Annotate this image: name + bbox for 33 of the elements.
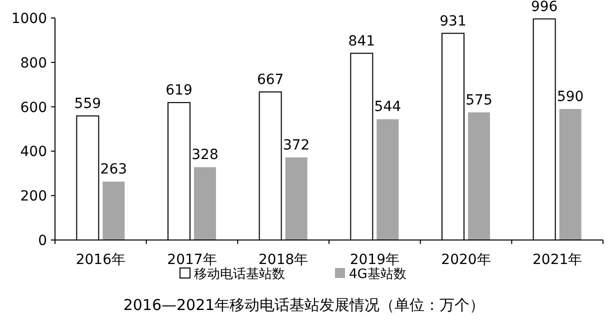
bar xyxy=(102,182,125,240)
data-label: 667 xyxy=(256,72,284,88)
bar xyxy=(468,112,490,240)
bar xyxy=(376,119,399,240)
y-tick-label: 200 xyxy=(20,188,47,205)
data-label: 575 xyxy=(466,92,492,108)
x-tick-label: 2020年 xyxy=(441,252,491,268)
y-tick-label: 400 xyxy=(20,144,47,160)
y-tick-label: 0 xyxy=(38,233,47,249)
legend-label: 4G基站数 xyxy=(349,267,406,282)
data-label: 619 xyxy=(166,82,192,99)
x-tick-label: 2019年 xyxy=(350,252,400,268)
bar xyxy=(285,157,308,240)
x-tick-label: 2016年 xyxy=(76,252,126,268)
data-label: 996 xyxy=(530,0,558,15)
data-label: 931 xyxy=(440,13,466,30)
data-label: 590 xyxy=(556,89,584,106)
y-tick-label: 800 xyxy=(20,55,47,72)
data-label: 328 xyxy=(192,147,218,164)
x-tick-label: 2021年 xyxy=(532,252,582,268)
legend-label: 移动电话基站数 xyxy=(194,267,285,282)
data-label: 559 xyxy=(74,96,102,112)
data-label: 372 xyxy=(282,137,310,154)
data-label: 263 xyxy=(100,162,128,178)
x-tick-label: 2017年 xyxy=(167,252,217,268)
data-label: 841 xyxy=(348,33,376,50)
text: 2016—2021年移动电话基站发展情况（单位：万个） xyxy=(123,296,485,314)
bar xyxy=(194,167,216,240)
bar xyxy=(559,109,582,240)
y-tick-label: 1000 xyxy=(11,11,47,27)
x-tick-label: 2018年 xyxy=(258,252,308,268)
data-label: 544 xyxy=(374,99,402,116)
y-tick-label: 600 xyxy=(20,100,47,116)
